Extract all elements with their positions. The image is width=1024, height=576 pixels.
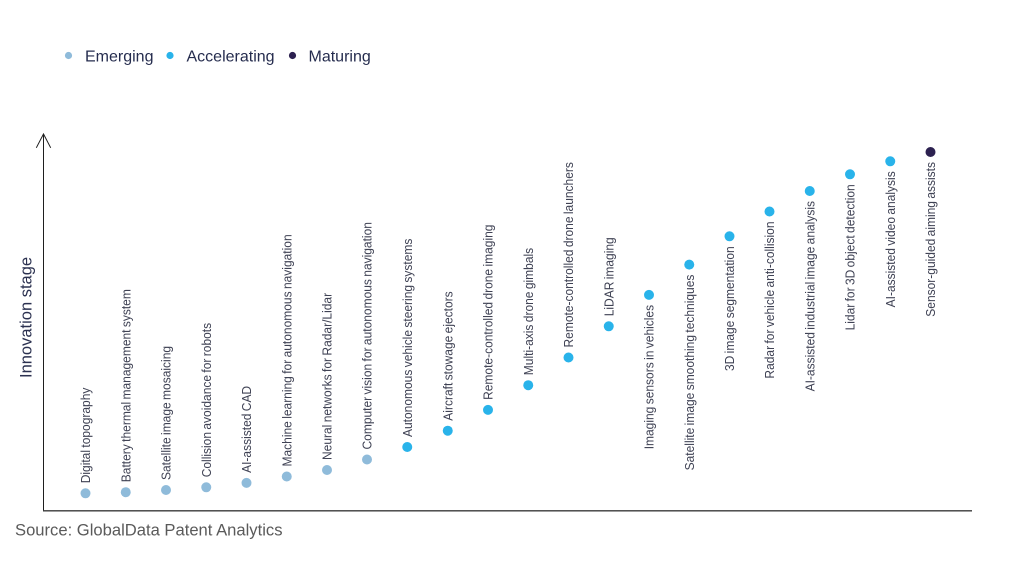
svg-text:AI-assisted video analysis: AI-assisted video analysis	[883, 171, 898, 307]
svg-text:Radar for vehicle anti-collisi: Radar for vehicle anti-collision	[763, 221, 778, 378]
svg-text:Battery thermal management sys: Battery thermal management system	[119, 289, 134, 482]
svg-text:AI-assisted CAD: AI-assisted CAD	[240, 386, 255, 473]
svg-text:Digital topography: Digital topography	[79, 387, 94, 483]
svg-text:AI-assisted industrial image a: AI-assisted industrial image analysis	[803, 201, 818, 391]
svg-text:Machine learning for autonomou: Machine learning for autonomous navigati…	[280, 234, 295, 466]
svg-text:Satellite image mosaicing: Satellite image mosaicing	[159, 346, 174, 480]
svg-text:Source: GlobalData Patent Anal: Source: GlobalData Patent Analytics	[15, 521, 283, 540]
svg-text:Computer vision for autonomous: Computer vision for autonomous navigatio…	[360, 222, 375, 449]
svg-text:Emerging: Emerging	[85, 49, 153, 66]
svg-text:Sensor-guided aiming assists: Sensor-guided aiming assists	[924, 162, 939, 317]
svg-text:Imaging sensors in vehicles: Imaging sensors in vehicles	[642, 305, 657, 449]
svg-text:Lidar for 3D object detection: Lidar for 3D object detection	[843, 184, 858, 330]
svg-text:Neural networks for Radar/Lida: Neural networks for Radar/Lidar	[320, 293, 335, 460]
svg-text:Remote-controlled drone launch: Remote-controlled drone launchers	[562, 162, 577, 347]
svg-text:Autonomous vehicle steering sy: Autonomous vehicle steering systems	[400, 239, 415, 437]
svg-text:Multi-axis drone gimbals: Multi-axis drone gimbals	[521, 248, 536, 375]
svg-text:Collision avoidance for robots: Collision avoidance for robots	[199, 323, 214, 477]
svg-text:Aircraft stowage ejectors: Aircraft stowage ejectors	[441, 291, 456, 420]
svg-text:LiDAR imaging: LiDAR imaging	[602, 237, 617, 316]
svg-text:3D image segmentation: 3D image segmentation	[723, 246, 738, 371]
svg-text:Accelerating: Accelerating	[187, 49, 275, 66]
svg-text:Innovation stage: Innovation stage	[18, 257, 36, 378]
svg-text:Satellite image smoothing tech: Satellite image smoothing techniques	[682, 275, 697, 471]
svg-text:Remote-controlled drone imagin: Remote-controlled drone imaging	[481, 224, 496, 399]
svg-text:Maturing: Maturing	[309, 49, 371, 66]
